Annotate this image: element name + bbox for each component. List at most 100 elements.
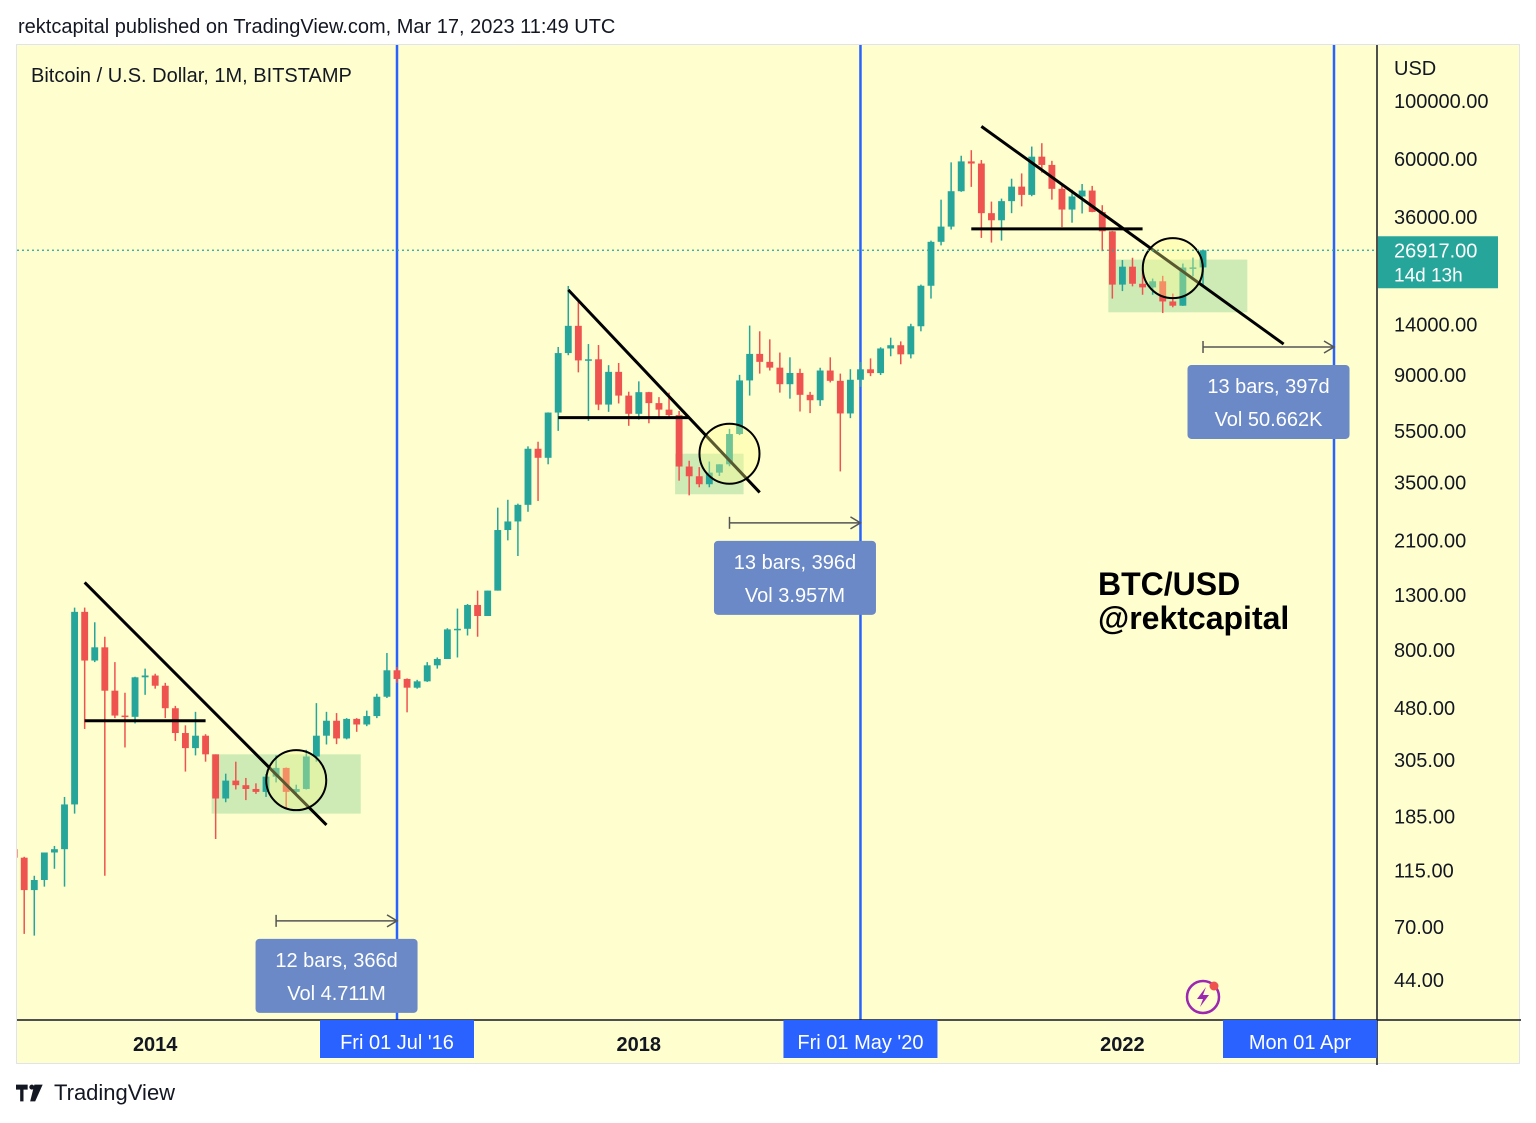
candle-body[interactable] [232,780,240,786]
candle-body[interactable] [464,604,471,629]
candle-body[interactable] [403,678,411,688]
candle-body[interactable] [726,434,733,465]
candle-body[interactable] [685,466,693,477]
candle-body[interactable] [836,380,844,414]
candle-body[interactable] [554,353,562,413]
candle-body[interactable] [917,285,925,327]
candle-body[interactable] [383,670,391,697]
candle-body[interactable] [1189,267,1197,269]
candle-body[interactable] [393,670,401,679]
candle-body[interactable] [635,392,643,414]
current-price-tag[interactable] [1378,236,1498,289]
candle-body[interactable] [121,715,129,718]
candle-body[interactable] [272,767,280,777]
candle-body[interactable] [857,369,864,380]
candle-body[interactable] [746,353,754,381]
candle-body[interactable] [1088,190,1096,212]
candle-body[interactable] [998,201,1005,221]
breakout-circle[interactable] [1141,237,1204,300]
breakout-circle[interactable] [265,749,328,812]
candle-body[interactable] [20,857,28,891]
candle-body[interactable] [1018,186,1026,195]
candle-body[interactable] [927,241,935,286]
candle-body[interactable] [796,372,804,395]
candle-body[interactable] [1058,188,1066,210]
candle-body[interactable] [595,359,602,405]
candle-body[interactable] [887,345,895,349]
date-label-box[interactable] [1223,1020,1377,1058]
candle-body[interactable] [454,628,461,631]
candle-body[interactable] [625,395,633,414]
candle-body[interactable] [71,611,79,805]
candle-body[interactable] [615,371,623,396]
candle-body[interactable] [1098,211,1106,232]
candle-body[interactable] [675,415,683,467]
descending-trendline[interactable] [567,288,761,494]
candle-body[interactable] [645,392,653,404]
candle-body[interactable] [544,412,552,458]
candle-body[interactable] [433,658,441,666]
candle-body[interactable] [242,785,250,789]
candle-body[interactable] [51,849,58,853]
candle-body[interactable] [373,696,381,717]
candle-body[interactable] [907,326,915,355]
candle-body[interactable] [665,409,673,416]
candle-body[interactable] [524,448,532,505]
candle-body[interactable] [715,464,723,473]
candle-body[interactable] [484,590,492,616]
candle-body[interactable] [736,380,743,435]
candle-body[interactable] [474,604,482,616]
candle-body[interactable] [867,369,874,374]
lightning-bolt-icon[interactable] [1185,979,1221,1015]
candle-body[interactable] [423,665,431,682]
candle-body[interactable] [1149,281,1157,288]
candle-body[interactable] [161,685,169,709]
candle-body[interactable] [363,716,371,725]
candle-body[interactable] [91,647,99,661]
candle-body[interactable] [323,720,330,736]
candle-body[interactable] [564,325,572,354]
candle-body[interactable] [897,345,905,355]
candle-body[interactable] [212,754,220,799]
candle-body[interactable] [776,367,784,385]
chart-frame[interactable]: 12 bars, 366d Vol 4.711M 13 bars, 396d Vol … [16,44,1521,1065]
candle-body[interactable] [605,371,613,405]
candle-body[interactable] [222,780,230,799]
candle-body[interactable] [826,370,834,381]
candle-body[interactable] [141,675,149,678]
candle-body[interactable] [967,161,975,164]
candle-body[interactable] [181,733,189,749]
candle-body[interactable] [574,325,582,361]
candle-body[interactable] [786,372,794,385]
candle-body[interactable] [1068,196,1076,210]
date-label-box[interactable] [783,1020,938,1058]
candle-body[interactable] [1038,156,1046,165]
candle-body[interactable] [81,611,89,661]
candle-body[interactable] [877,348,885,374]
candle-body[interactable] [1159,281,1167,302]
candle-body[interactable] [343,718,351,739]
candle-body[interactable] [1139,283,1146,288]
descending-trendline[interactable] [980,125,1285,346]
candle-body[interactable] [353,718,361,725]
candle-body[interactable] [413,681,421,688]
candle-body[interactable] [977,163,985,214]
candle-body[interactable] [111,690,119,716]
candlestick-chart[interactable]: 12 bars, 366d Vol 4.711M 13 bars, 396d Vol … [17,45,1521,1065]
candle-body[interactable] [1008,186,1016,202]
candle-body[interactable] [1129,266,1136,284]
candle-body[interactable] [151,675,159,686]
candle-body[interactable] [292,788,300,792]
candle-body[interactable] [101,647,109,691]
candle-body[interactable] [846,379,854,414]
candle-body[interactable] [494,530,502,591]
candle-body[interactable] [1169,301,1177,306]
candle-body[interactable] [192,735,199,749]
date-label-box[interactable] [320,1020,474,1058]
candle-body[interactable] [1028,156,1036,195]
candle-body[interactable] [756,353,764,362]
candle-body[interactable] [1078,190,1086,197]
candle-body[interactable] [514,504,522,522]
candle-body[interactable] [1199,250,1207,268]
candle-body[interactable] [30,880,38,891]
